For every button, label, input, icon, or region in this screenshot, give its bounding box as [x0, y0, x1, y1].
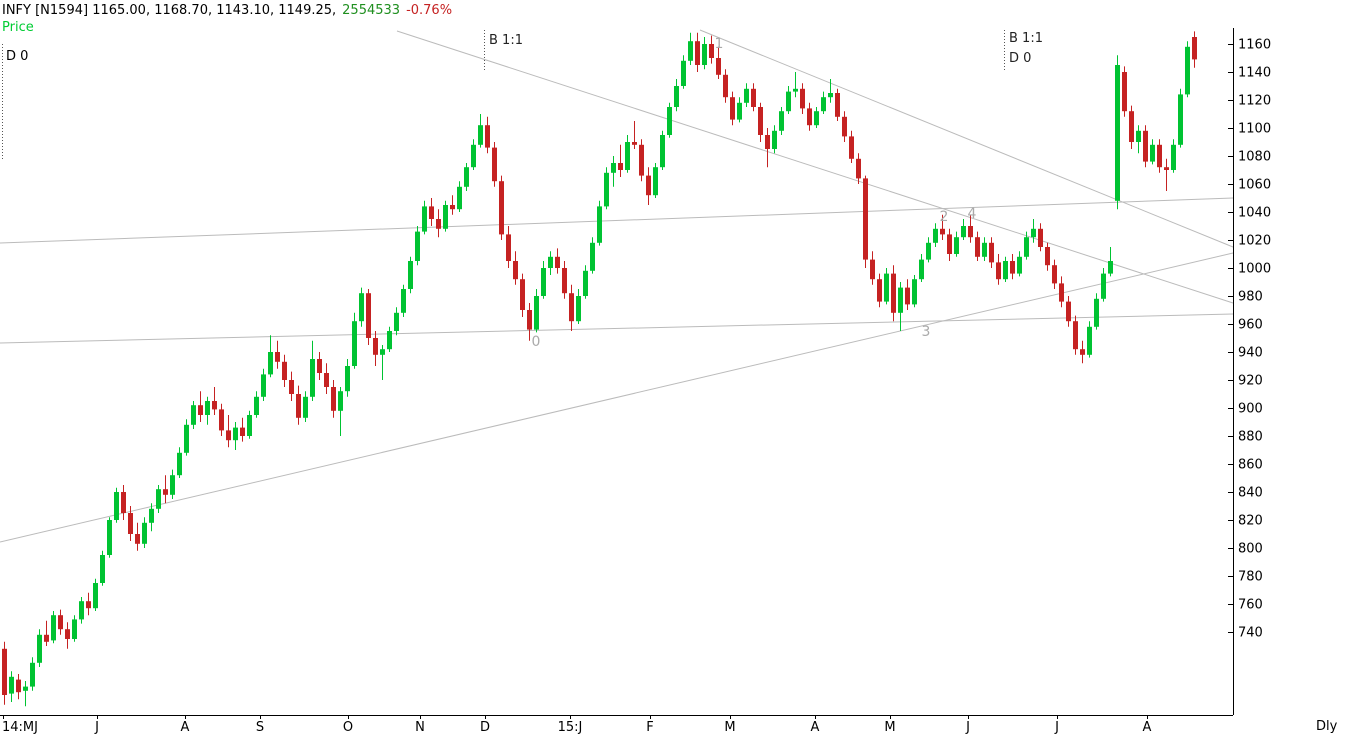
svg-text:15:J: 15:J	[558, 720, 583, 735]
svg-text:1160: 1160	[1238, 38, 1271, 53]
timeframe-label: Dly	[1316, 719, 1338, 734]
svg-text:1040: 1040	[1238, 206, 1271, 221]
svg-text:M: M	[884, 720, 895, 735]
symbol-ohlc-text: INFY [N1594] 1165.00, 1168.70, 1143.10, …	[2, 3, 337, 18]
svg-text:D: D	[480, 720, 490, 735]
svg-text:740: 740	[1238, 626, 1263, 641]
svg-text:F: F	[646, 720, 653, 735]
svg-text:S: S	[256, 720, 264, 735]
svg-text:1120: 1120	[1238, 94, 1271, 109]
candles[interactable]	[2, 31, 1197, 707]
svg-text:J: J	[965, 720, 970, 735]
svg-text:D 0: D 0	[1009, 51, 1031, 66]
svg-text:900: 900	[1238, 402, 1263, 417]
svg-text:0: 0	[532, 334, 541, 350]
wave-labels: 0 1 2 3 4	[532, 36, 977, 350]
svg-text:840: 840	[1238, 486, 1263, 501]
svg-text:1020: 1020	[1238, 234, 1271, 249]
pane-title-price: Price	[2, 20, 34, 35]
svg-text:1140: 1140	[1238, 66, 1271, 81]
header-quote-line: INFY [N1594] 1165.00, 1168.70, 1143.10, …	[2, 3, 452, 18]
time-axis: 14:MJ J A S O N D 15:J F M A M J J A	[2, 715, 1152, 735]
svg-text:960: 960	[1238, 318, 1263, 333]
svg-text:800: 800	[1238, 542, 1263, 557]
svg-text:3: 3	[922, 324, 931, 340]
svg-text:B 1:1: B 1:1	[489, 33, 523, 48]
change-percent: -0.76%	[406, 3, 453, 18]
svg-text:760: 760	[1238, 598, 1263, 613]
svg-text:A: A	[1143, 720, 1152, 735]
trendlines[interactable]	[0, 29, 1234, 543]
svg-text:N: N	[415, 720, 425, 735]
svg-text:B 1:1: B 1:1	[1009, 31, 1043, 46]
svg-text:M: M	[724, 720, 735, 735]
svg-text:1060: 1060	[1238, 178, 1271, 193]
svg-text:A: A	[181, 720, 190, 735]
svg-text:1100: 1100	[1238, 122, 1271, 137]
svg-text:14:MJ: 14:MJ	[2, 720, 38, 735]
svg-text:880: 880	[1238, 430, 1263, 445]
svg-text:4: 4	[968, 206, 977, 222]
svg-text:820: 820	[1238, 514, 1263, 529]
svg-text:A: A	[811, 720, 820, 735]
svg-text:1080: 1080	[1238, 150, 1271, 165]
svg-text:920: 920	[1238, 374, 1263, 389]
indicator-label: D 0	[6, 49, 29, 64]
svg-text:1: 1	[715, 36, 724, 52]
svg-text:J: J	[1054, 720, 1059, 735]
svg-text:940: 940	[1238, 346, 1263, 361]
axes	[0, 28, 1234, 716]
svg-text:980: 980	[1238, 290, 1263, 305]
price-axis: 1160 1140 1120 1100 1080 1060 1040 1020 1000 980 9…	[1228, 38, 1271, 641]
svg-text:860: 860	[1238, 458, 1263, 473]
svg-text:1000: 1000	[1238, 262, 1271, 277]
svg-text:O: O	[343, 720, 353, 735]
svg-text:2: 2	[940, 209, 949, 225]
svg-text:780: 780	[1238, 570, 1263, 585]
volume-value: 2554533	[342, 3, 401, 18]
svg-text:J: J	[94, 720, 99, 735]
study-annotations[interactable]: B 1:1 B 1:1 D 0	[484, 30, 1043, 72]
